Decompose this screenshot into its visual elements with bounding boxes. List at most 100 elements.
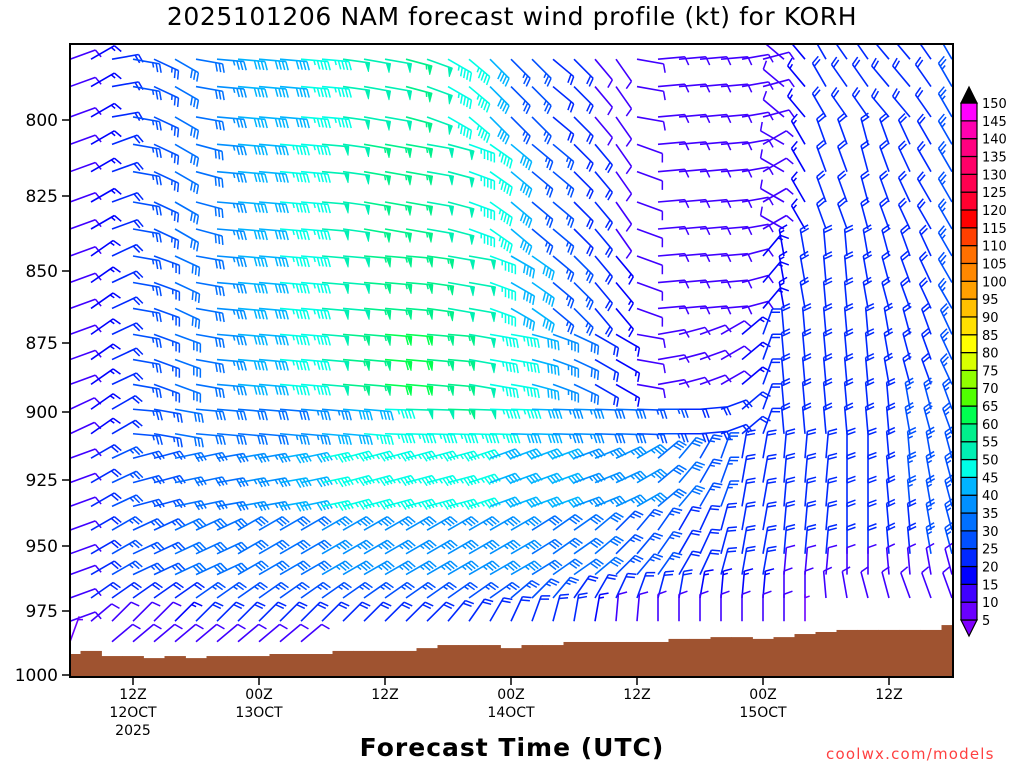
wind-barb: [237, 383, 268, 396]
barb-half: [151, 62, 155, 68]
barb-full: [446, 541, 455, 549]
wind-barb: [321, 358, 350, 372]
barb-full: [466, 500, 474, 510]
barb-full: [327, 411, 331, 421]
barb-shaft: [174, 601, 195, 622]
barb-full: [132, 495, 141, 504]
barb-half: [425, 147, 429, 153]
barb-full: [487, 583, 497, 591]
barb-full: [502, 75, 508, 85]
barb-full: [522, 184, 528, 194]
barb-half: [524, 544, 530, 550]
barb-half: [253, 455, 258, 461]
barb-pennant: [469, 285, 476, 297]
barb-shaft: [510, 171, 533, 190]
barb-full: [155, 148, 159, 158]
barb-full: [218, 363, 222, 373]
barb-half: [232, 385, 236, 391]
wind-barb: [636, 553, 664, 576]
barb-full: [907, 430, 917, 436]
barb-shaft: [636, 307, 663, 319]
wind-barb: [216, 408, 247, 421]
barb-full: [533, 516, 542, 524]
barb-full: [939, 143, 947, 152]
wind-barb: [825, 476, 838, 507]
barb-half: [634, 345, 638, 352]
barb-full: [260, 173, 265, 183]
wind-barb: [279, 601, 308, 622]
colorbar-box: [960, 387, 978, 407]
barb-pennant: [469, 176, 475, 188]
barb-shaft: [531, 358, 559, 368]
barb-full: [786, 452, 796, 457]
barb-full: [236, 361, 240, 371]
barb-full: [886, 498, 896, 504]
barb-full: [501, 600, 511, 604]
barb-half: [484, 585, 490, 590]
wind-barb: [720, 345, 752, 361]
barb-full: [323, 230, 328, 240]
wind-barb: [573, 228, 594, 257]
watermark-link[interactable]: coolwx.com/models: [826, 745, 995, 763]
barb-shaft: [531, 307, 555, 325]
barb-full: [636, 447, 645, 456]
barb-shaft: [153, 201, 179, 215]
barb-full: [515, 388, 519, 399]
wind-barb: [801, 302, 812, 335]
barb-shaft: [825, 503, 830, 531]
barb-full: [593, 369, 597, 379]
barb-full: [579, 409, 584, 419]
barb-full: [295, 87, 300, 97]
wind-barb: [300, 408, 331, 421]
barb-shaft: [916, 120, 932, 145]
wind-barb: [741, 53, 774, 63]
barb-full: [500, 211, 505, 221]
barb-full: [237, 623, 246, 630]
barb-full: [548, 321, 552, 331]
barb-full: [823, 381, 833, 387]
barb-full: [907, 451, 917, 457]
barb-shaft: [783, 455, 788, 483]
terrain-column: [353, 650, 375, 677]
barb-shaft: [636, 594, 641, 622]
barb-shaft: [804, 455, 809, 483]
barb-half: [232, 60, 236, 66]
barb-full: [452, 475, 459, 484]
barb-full: [509, 409, 514, 419]
barb-shaft: [195, 228, 223, 237]
barb-shaft: [860, 202, 869, 230]
barb-shaft: [174, 143, 199, 159]
barb-full: [110, 470, 119, 478]
wind-barb: [279, 383, 310, 396]
wind-barb: [531, 228, 554, 256]
barb-shaft: [918, 231, 932, 257]
barb-half: [313, 60, 316, 66]
terrain-column: [521, 645, 543, 677]
barb-full: [865, 331, 875, 337]
barb-full: [786, 500, 796, 504]
barb-shaft: [321, 601, 342, 622]
barb-full: [179, 450, 186, 460]
wind-barb: [70, 49, 102, 60]
barb-shaft: [594, 574, 610, 599]
barb-full: [571, 560, 581, 567]
barb-full: [212, 603, 222, 610]
wind-barb: [363, 358, 392, 372]
wind-barb: [615, 446, 648, 459]
barb-full: [218, 286, 222, 296]
barb-full: [900, 250, 909, 258]
barb-half: [384, 284, 387, 290]
barb-full: [593, 394, 597, 404]
barb-full: [257, 230, 261, 240]
barb-full: [321, 623, 330, 630]
wind-barb: [279, 358, 310, 371]
barb-shaft: [636, 228, 663, 239]
wind-barb: [405, 498, 438, 510]
barb-full: [257, 385, 261, 396]
barb-full: [285, 61, 289, 71]
wind-barb: [843, 377, 854, 410]
barb-full: [176, 97, 180, 107]
barb-full: [243, 386, 247, 396]
barb-full: [285, 204, 289, 214]
barb-full: [316, 172, 321, 183]
